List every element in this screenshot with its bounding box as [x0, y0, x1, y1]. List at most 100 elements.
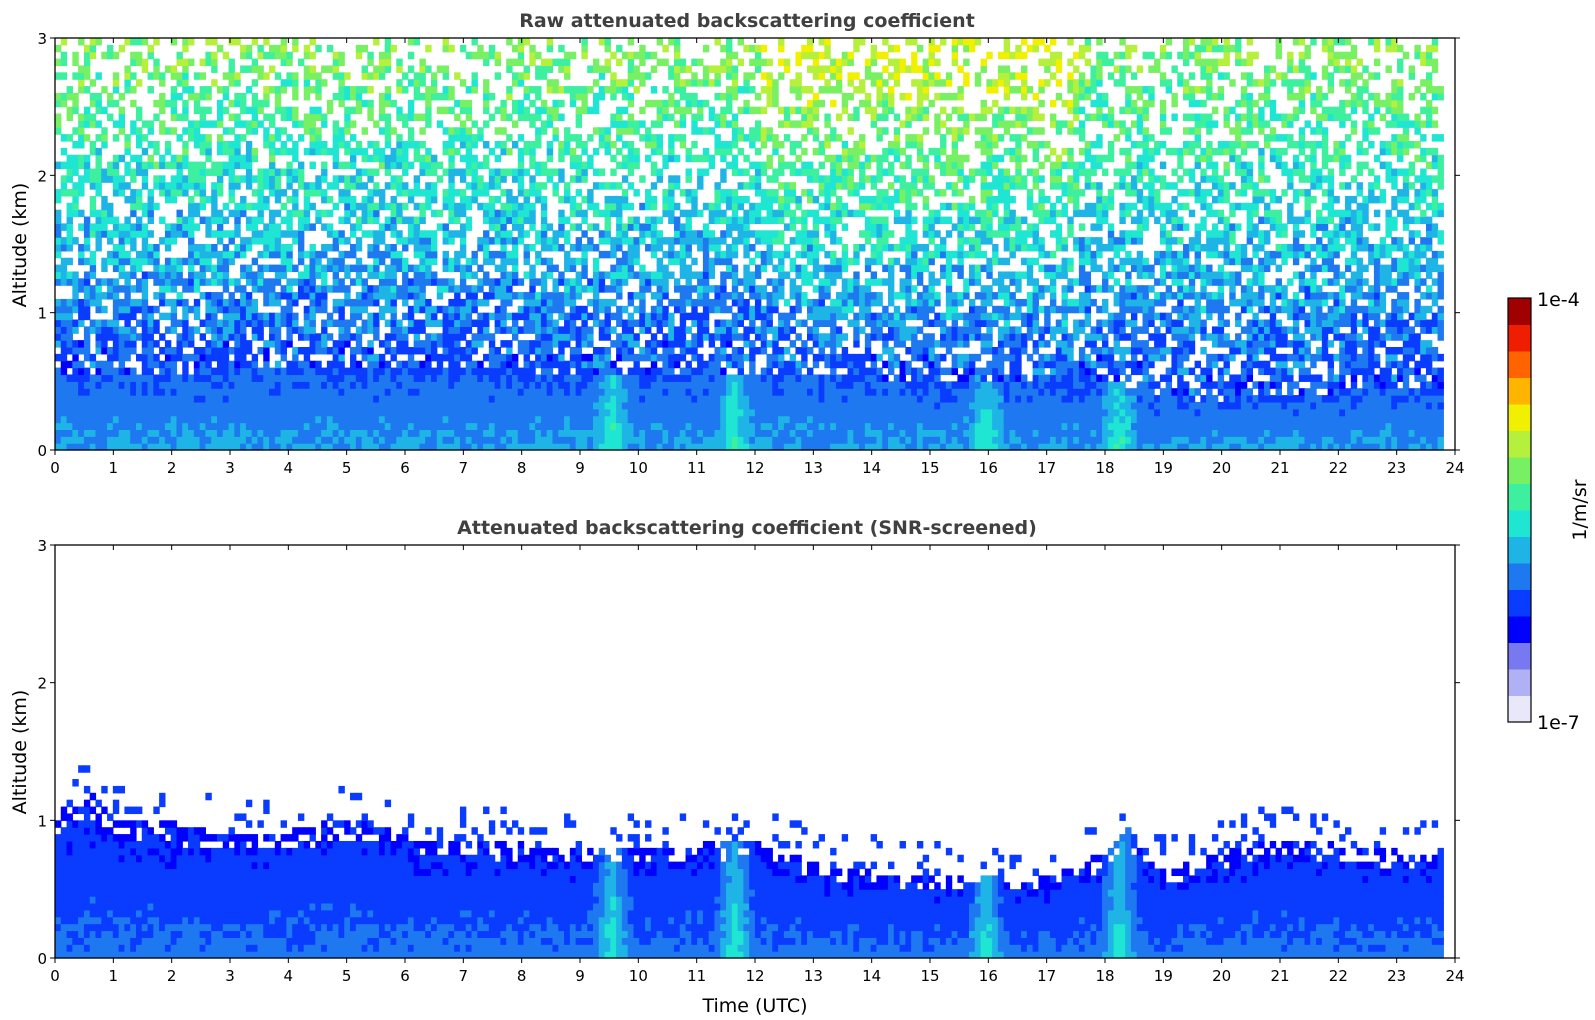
raw-heat-cell: [269, 340, 276, 348]
raw-heat-cell: [274, 44, 282, 53]
raw-heat-cell: [714, 298, 721, 307]
raw-heat-cell: [66, 298, 73, 307]
raw-heat-cell: [286, 168, 293, 176]
raw-heat-cell: [234, 408, 241, 417]
raw-heat-cell: [228, 312, 235, 321]
raw-heat-cell: [292, 353, 299, 362]
raw-heat-cell: [170, 374, 178, 382]
raw-heat-cell: [216, 360, 224, 369]
raw-heat-cell: [147, 161, 154, 170]
raw-heat-cell: [569, 147, 577, 156]
raw-heat-cell: [332, 415, 340, 424]
raw-heat-cell: [459, 195, 467, 204]
raw-heat-cell: [621, 353, 629, 362]
raw-heat-cell: [743, 72, 750, 80]
raw-heat-cell: [726, 38, 733, 46]
raw-heat-cell: [344, 415, 351, 424]
raw-heat-cell: [95, 134, 102, 142]
raw-heat-cell: [477, 374, 484, 382]
raw-heat-cell: [118, 401, 126, 410]
raw-heat-cell: [153, 182, 160, 190]
raw-heat-cell: [396, 189, 403, 197]
raw-heat-cell: [679, 189, 687, 197]
raw-heat-cell: [274, 72, 282, 80]
raw-heat-cell: [95, 147, 102, 156]
raw-heat-cell: [216, 86, 224, 94]
raw-heat-cell: [216, 408, 224, 417]
raw-heat-cell: [164, 244, 172, 252]
raw-heat-cell: [650, 381, 658, 389]
raw-heat-cell: [257, 388, 264, 396]
raw-heat-cell: [315, 257, 322, 266]
raw-heat-cell: [89, 120, 97, 128]
raw-heat-cell: [679, 326, 687, 334]
raw-heat-cell: [737, 367, 744, 376]
raw-heat-cell: [66, 374, 73, 382]
raw-heat-cell: [419, 298, 426, 307]
raw-heat-cell: [344, 237, 351, 245]
raw-heat-cell: [592, 285, 600, 293]
raw-heat-cell: [575, 113, 583, 121]
raw-heat-cell: [182, 189, 189, 197]
raw-heat-cell: [60, 429, 68, 437]
raw-heat-cell: [72, 99, 79, 108]
raw-heat-cell: [558, 367, 565, 376]
raw-heat-cell: [222, 408, 230, 417]
raw-heat-cell: [326, 422, 334, 430]
raw-heat-cell: [55, 223, 62, 231]
raw-heat-cell: [164, 271, 172, 279]
raw-heat-cell: [321, 429, 328, 437]
raw-heat-cell: [355, 44, 363, 53]
raw-heat-cell: [575, 292, 583, 300]
raw-heat-cell: [471, 141, 478, 149]
raw-heat-cell: [112, 374, 120, 382]
raw-heat-cell: [257, 175, 264, 183]
raw-heat-cell: [506, 237, 513, 245]
raw-heat-cell: [373, 202, 380, 211]
raw-heat-cell: [540, 353, 548, 362]
raw-heat-cell: [697, 401, 704, 410]
raw-heat-cell: [610, 51, 617, 60]
raw-heat-cell: [673, 257, 681, 266]
raw-heat-cell: [558, 86, 565, 94]
raw-heat-cell: [350, 147, 357, 156]
raw-heat-cell: [575, 429, 583, 437]
raw-heat-cell: [332, 147, 340, 156]
raw-heat-cell: [673, 223, 681, 231]
raw-heat-cell: [558, 65, 565, 73]
raw-heat-cell: [413, 182, 421, 190]
raw-heat-cell: [222, 278, 230, 286]
raw-heat-cell: [575, 367, 583, 376]
raw-heat-cell: [645, 340, 652, 348]
raw-heat-cell: [205, 415, 212, 424]
raw-heat-cell: [373, 443, 380, 451]
raw-heat-cell: [373, 395, 380, 403]
raw-heat-cell: [575, 305, 583, 314]
raw-heat-cell: [257, 51, 264, 60]
raw-heat-cell: [332, 92, 340, 101]
raw-heat-cell: [575, 360, 583, 369]
raw-heat-cell: [245, 408, 253, 417]
raw-heat-cell: [714, 429, 721, 437]
raw-heat-cell: [101, 381, 108, 389]
raw-heat-cell: [55, 340, 62, 348]
raw-heat-cell: [280, 285, 287, 293]
raw-heat-cell: [78, 223, 85, 231]
raw-heat-cell: [367, 319, 374, 327]
raw-heat-cell: [107, 408, 114, 417]
raw-heat-cell: [708, 127, 716, 135]
raw-heat-cell: [321, 147, 328, 156]
raw-heat-cell: [743, 312, 750, 321]
raw-heat-cell: [396, 175, 403, 183]
raw-heat-cell: [540, 367, 548, 376]
raw-heat-cell: [274, 230, 282, 238]
raw-heat-cell: [95, 168, 102, 176]
raw-heat-cell: [511, 202, 519, 211]
raw-heat-cell: [546, 422, 554, 430]
raw-heat-cell: [159, 298, 166, 307]
raw-heat-cell: [431, 154, 438, 163]
raw-heat-cell: [517, 106, 525, 115]
raw-heat-cell: [147, 230, 154, 238]
raw-heat-cell: [431, 92, 438, 101]
raw-heat-cell: [407, 401, 415, 410]
